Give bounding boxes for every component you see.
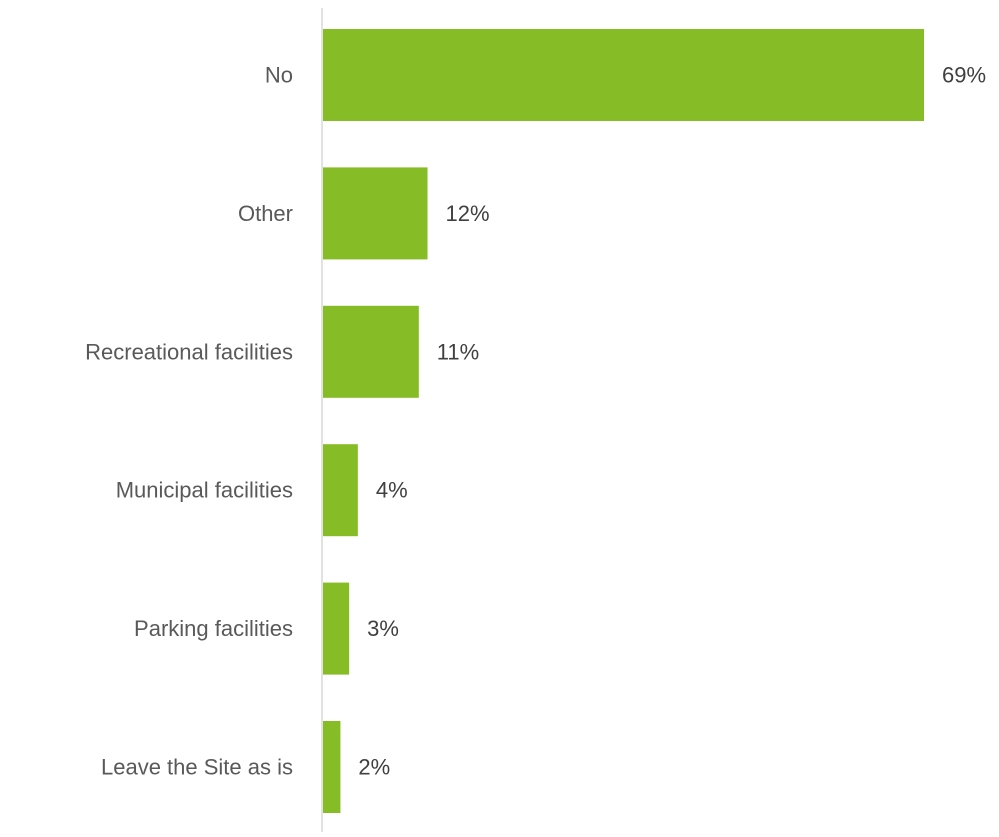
- value-label-leave-the-site-as-is: 2%: [358, 755, 390, 780]
- value-label-municipal-facilities: 4%: [376, 478, 408, 503]
- bar-no: [323, 29, 924, 121]
- bars: [323, 29, 924, 813]
- bar-other: [323, 167, 428, 260]
- value-label-other: 12%: [446, 201, 490, 226]
- value-label-recreational-facilities: 11%: [437, 339, 479, 364]
- value-label-no: 69%: [942, 63, 986, 88]
- bar-municipal-facilities: [323, 444, 358, 537]
- bar-recreational-facilities: [323, 305, 419, 398]
- category-labels: No Other Recreational facilities Municipal …: [85, 63, 293, 780]
- category-label-parking-facilities: Parking facilities: [134, 616, 293, 641]
- bar-leave-the-site-as-is: [323, 721, 341, 813]
- category-label-no: No: [265, 63, 293, 88]
- category-label-other: Other: [238, 201, 293, 226]
- value-label-parking-facilities: 3%: [367, 616, 399, 641]
- category-label-leave-the-site-as-is: Leave the Site as is: [101, 755, 293, 780]
- bar-parking-facilities: [323, 582, 350, 675]
- category-label-municipal-facilities: Municipal facilities: [116, 478, 293, 503]
- value-labels: 69% 12% 11% 4% 3% 2%: [358, 63, 986, 780]
- category-label-recreational-facilities: Recreational facilities: [85, 339, 293, 364]
